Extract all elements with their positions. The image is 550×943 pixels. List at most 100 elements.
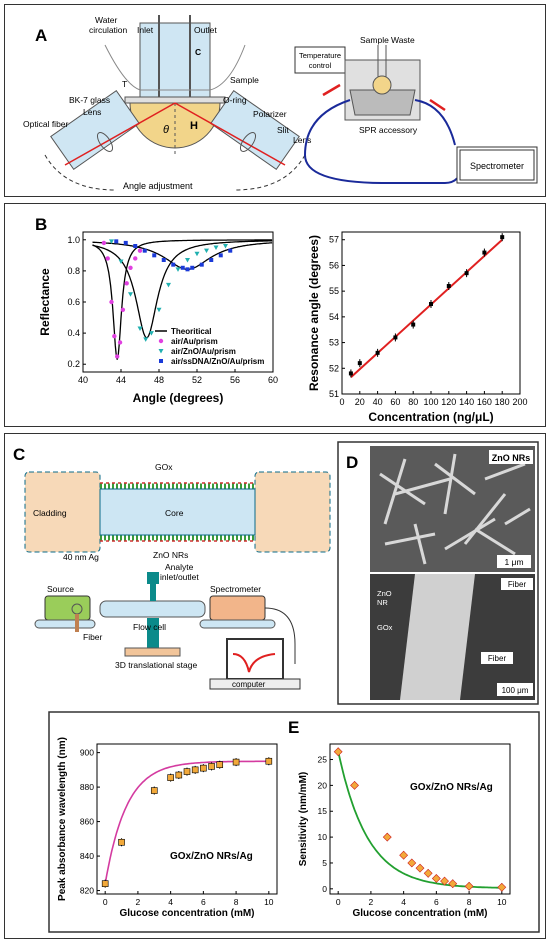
data-point [265,757,273,765]
point-air-ssdna [171,262,176,267]
label-lens-right: Lens [293,135,311,145]
analyte-port [147,572,159,584]
x-tick-label: 40 [78,375,88,385]
fiber2-bg [481,652,513,664]
data-point [375,350,380,355]
point-air-ssdna [199,262,204,267]
fit-curve [337,751,502,889]
x-tick-label: 40 [373,397,383,407]
point-air-au [124,281,129,286]
point-air-zno-au [185,258,190,263]
y-tick-label: 1.0 [67,235,80,245]
legend-label: air/ssDNA/ZnO/Au/prism [171,357,264,366]
fit-line [350,238,503,379]
chart-reflectance: 40 44 48 52 56 60 0.2 0.4 0.6 0.8 1.0 Angle (degree… [38,231,278,405]
data-point [440,876,449,886]
incident-beam [64,102,176,166]
y-tick-label: 0.8 [67,266,80,276]
point-air-zno-au [148,331,154,336]
x-tick-label: 2 [136,897,141,907]
source-base [34,619,96,629]
y-tick-label: 51 [329,389,339,399]
panel-e [48,711,540,933]
y-tick-label: 860 [80,817,94,827]
point-air-zno-au [137,326,143,331]
point-air-au [120,307,126,312]
data-point [464,271,469,276]
label-core: Core [165,508,184,518]
label-lens-left: Lens [83,107,101,117]
data-point [500,235,505,240]
label-water: Water [95,15,118,25]
label-spr-accessory: SPR accessory [359,125,418,135]
label-control: control [309,61,332,70]
data-point [429,302,433,306]
fiber-sem-shape [400,574,475,700]
label-zno-nr-line1: ZnO [377,589,392,598]
label-cladding: Cladding [33,508,67,518]
x-tick-label: 120 [441,397,456,407]
red-arrow-in-icon [322,83,341,97]
fit-curve [104,760,269,884]
label-sample-right: Sample [360,35,389,45]
x-tick-label: 4 [401,897,406,907]
point-air-zno-au [213,245,219,251]
panel-c-diagram: C GOx Cladding Core 40 nm Ag ZnO NRs [13,441,540,933]
y-tick-label: 15 [318,806,328,816]
data-point [333,747,343,757]
point-air-ssdna [209,258,214,262]
legend-marker [158,338,164,344]
chart-peak-wavelength: 0 2 4 6 8 10 820 840 860 880 900 Glucose concentrat… [57,737,278,919]
x-tick-label: 0 [339,397,344,407]
theory-curve-1 [92,240,273,339]
y-tick-label: 900 [80,748,94,758]
right-arm [210,89,300,171]
stage-post [147,618,159,648]
core [99,488,256,536]
label-gox-d: GOx [377,623,393,632]
data-point [348,371,353,376]
label-theta: θ [163,124,169,136]
label-inlet-outlet: inlet/outlet [160,572,199,582]
x-tick-label: 2 [369,897,374,907]
y-tick-label: 56 [329,260,339,270]
flow-cell [99,600,206,618]
data-point [411,322,416,327]
point-air-ssdna [114,239,119,244]
point-air-zno-au [118,259,124,265]
label-flow-cell: Flow cell [133,622,166,632]
label-waste: Waste [391,35,415,45]
data-point [208,763,215,770]
data-point [415,863,425,873]
y-tick-label: 55 [329,286,339,296]
chart-resonance-angle: 0 20 40 60 80 100 120 140 160 180 200 51 52 53 54 55 56 5… [307,231,528,424]
x-axis-label: Glucose concentration (mM) [352,908,487,919]
label-t: T [122,79,127,89]
data-point [183,768,191,775]
point-air-au [133,256,138,261]
label-c: C [195,47,201,57]
point-air-zno-au [156,307,162,313]
data-point [464,881,474,891]
spr-prism [372,75,392,95]
point-air-au [117,340,123,345]
label-optical-fiber: Optical fiber [23,119,69,129]
computer-screen [226,638,284,680]
stage-base [124,647,181,657]
label-zno-nrs-c: ZnO NRs [153,550,188,560]
point-air-au [105,256,110,261]
legend-marker [159,359,163,363]
x-tick-label: 0 [103,897,108,907]
label-spectrometer-a: Spectrometer [470,161,524,171]
point-air-zno-au [128,292,133,297]
data-point [357,361,362,366]
y-tick-label: 10 [318,832,328,842]
y-axis-label: Peak absorbance wavelength (nm) [57,737,68,901]
plot-frame [341,231,521,395]
point-air-zno-au [175,267,181,272]
computer-keyboard [209,678,301,690]
y-tick-label: 5 [322,858,327,868]
zno-title-bg [489,450,533,464]
theory-curve-2 [92,241,273,270]
point-air-ssdna [185,267,190,272]
